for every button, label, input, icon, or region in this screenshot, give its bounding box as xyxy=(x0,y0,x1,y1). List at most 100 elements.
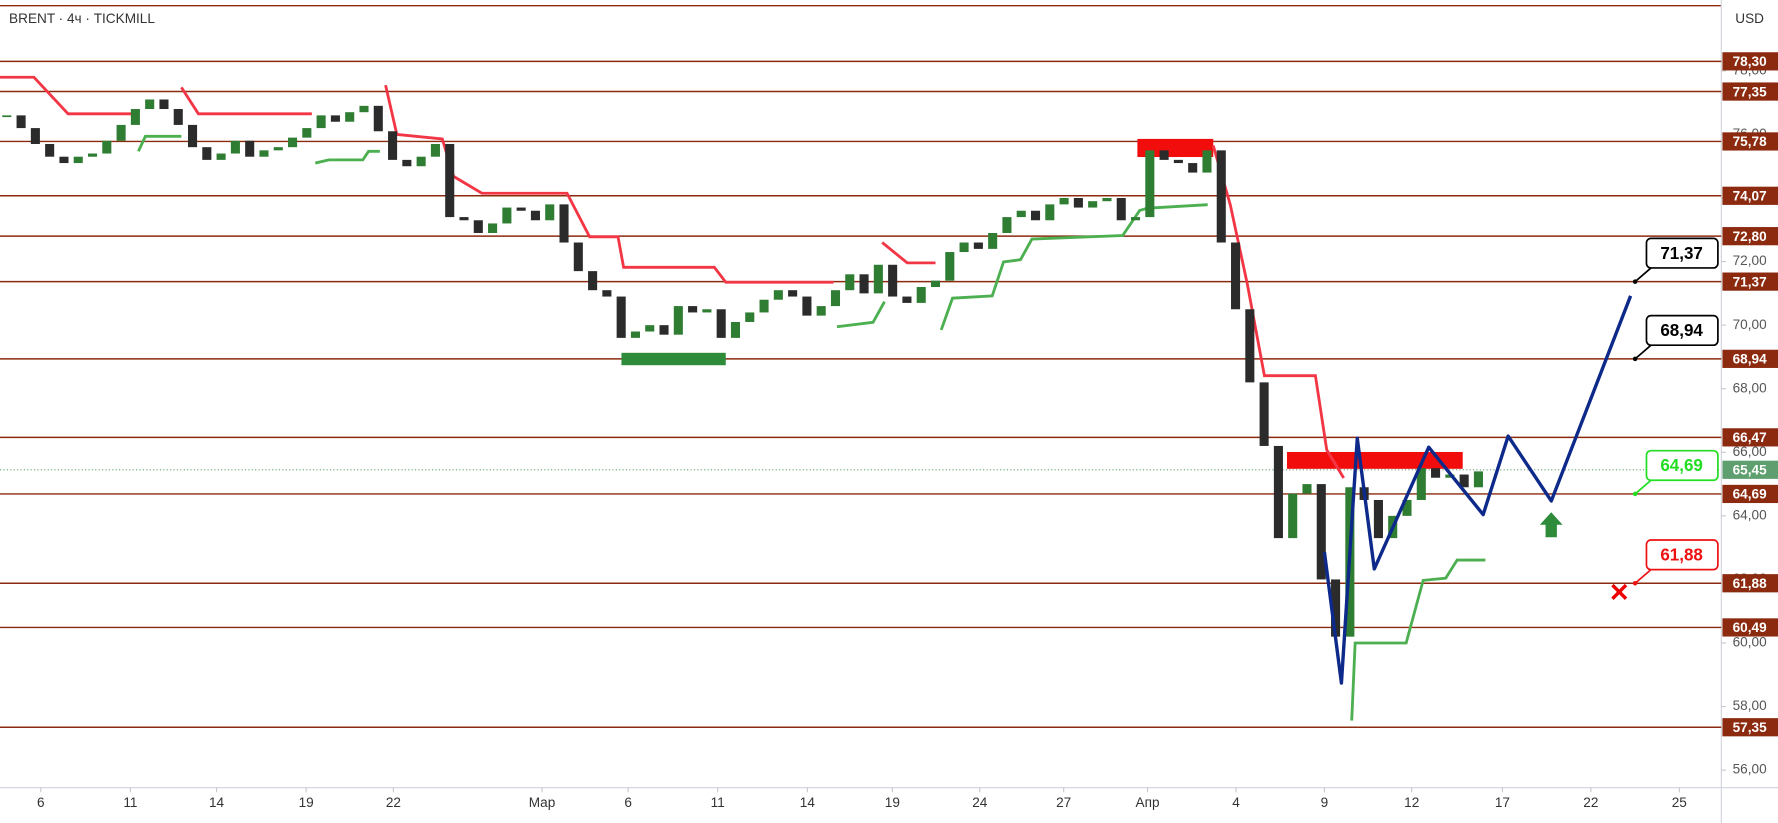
callout-leader xyxy=(1634,479,1652,495)
supertrend-line xyxy=(137,134,182,152)
candle xyxy=(559,204,569,243)
candle xyxy=(745,312,755,322)
candle xyxy=(259,150,269,157)
zone xyxy=(621,352,726,366)
candle xyxy=(188,124,198,148)
y-tick-label: 70,00 xyxy=(1733,317,1767,332)
candle xyxy=(73,156,83,164)
x-tick-label: 11 xyxy=(123,795,137,810)
candle xyxy=(530,210,540,221)
level-badge xyxy=(1722,349,1778,368)
level-badge-label: 66,47 xyxy=(1733,430,1767,445)
candle xyxy=(1373,499,1383,539)
x-tick-label: 19 xyxy=(299,795,314,810)
x-tick-label: 25 xyxy=(1672,795,1687,810)
candle xyxy=(716,309,726,338)
candle xyxy=(802,296,812,316)
level-badge xyxy=(1722,132,1778,151)
candle xyxy=(1416,468,1426,500)
candle xyxy=(488,223,498,233)
candle xyxy=(130,109,140,125)
candle xyxy=(173,109,183,125)
last-price-badge xyxy=(1722,460,1778,479)
candle xyxy=(673,306,683,335)
supertrend-line xyxy=(0,75,137,116)
candle xyxy=(659,325,669,335)
candle xyxy=(87,153,98,157)
candle xyxy=(1159,150,1169,160)
candle xyxy=(202,147,212,160)
candle xyxy=(888,264,898,297)
level-badge xyxy=(1722,718,1778,737)
stop-cross xyxy=(1611,583,1628,600)
candle xyxy=(145,99,155,110)
candle xyxy=(1445,474,1455,478)
candle xyxy=(245,140,255,157)
candle xyxy=(1216,150,1226,243)
level-badge-label: 64,69 xyxy=(1733,487,1767,502)
candle xyxy=(430,143,440,157)
level-badge-label: 77,35 xyxy=(1733,84,1767,99)
x-tick-label: 12 xyxy=(1404,795,1419,810)
callout-box xyxy=(1645,539,1719,571)
candle xyxy=(1245,309,1255,383)
candle xyxy=(1459,474,1469,488)
level-badge-label: 60,49 xyxy=(1733,620,1767,635)
chart-title: BRENT · 4ч · TICKMILL xyxy=(9,11,155,26)
level-badge xyxy=(1722,618,1778,637)
candle xyxy=(359,105,369,113)
supertrend-line xyxy=(836,300,886,329)
callout-leader xyxy=(1634,568,1652,584)
candle xyxy=(1288,493,1298,539)
supertrend-line xyxy=(384,84,834,284)
candle xyxy=(416,156,426,167)
forecast-line xyxy=(1322,295,1633,685)
level-badge xyxy=(1722,428,1778,447)
candle xyxy=(988,232,998,249)
x-tick-label: 11 xyxy=(711,795,725,810)
candle xyxy=(159,99,169,110)
callout-label: 61,88 xyxy=(1660,545,1703,564)
candle xyxy=(102,140,112,154)
candle xyxy=(759,299,769,313)
x-tick-label: 6 xyxy=(624,795,632,810)
zone xyxy=(1137,138,1214,158)
candle xyxy=(459,217,469,221)
candle xyxy=(1173,159,1183,164)
y-tick-label: 68,00 xyxy=(1733,380,1767,395)
candle xyxy=(1273,445,1283,539)
level-badge xyxy=(1722,186,1778,205)
candle xyxy=(1431,468,1441,478)
candle xyxy=(1331,579,1341,637)
candle xyxy=(273,147,283,151)
candle xyxy=(1016,210,1026,218)
candle xyxy=(345,112,355,122)
x-tick-label: Мар xyxy=(529,795,556,810)
candle xyxy=(845,274,855,291)
x-tick-label: 22 xyxy=(1583,795,1598,810)
candle xyxy=(602,290,612,297)
y-tick-label: 64,00 xyxy=(1733,507,1767,522)
candle xyxy=(730,321,741,338)
x-tick-label: 19 xyxy=(885,795,900,810)
candle xyxy=(1045,204,1055,221)
y-tick-label: 56,00 xyxy=(1733,762,1767,777)
candle xyxy=(1002,217,1012,233)
x-tick-label: 9 xyxy=(1321,795,1329,810)
candle xyxy=(59,156,69,164)
candle xyxy=(1259,382,1269,446)
candle xyxy=(216,153,226,160)
candle xyxy=(1059,198,1069,205)
x-tick-label: 14 xyxy=(800,795,816,810)
supertrend-line xyxy=(1211,145,1345,479)
candle xyxy=(1302,484,1312,494)
candle xyxy=(945,252,955,281)
y-tick-label: 66,00 xyxy=(1733,444,1767,459)
level-badge xyxy=(1722,82,1778,101)
level-badge xyxy=(1722,272,1778,291)
candle xyxy=(959,242,969,253)
candle xyxy=(445,143,455,218)
candle xyxy=(545,204,555,221)
candle xyxy=(16,115,26,129)
candle xyxy=(288,137,298,148)
